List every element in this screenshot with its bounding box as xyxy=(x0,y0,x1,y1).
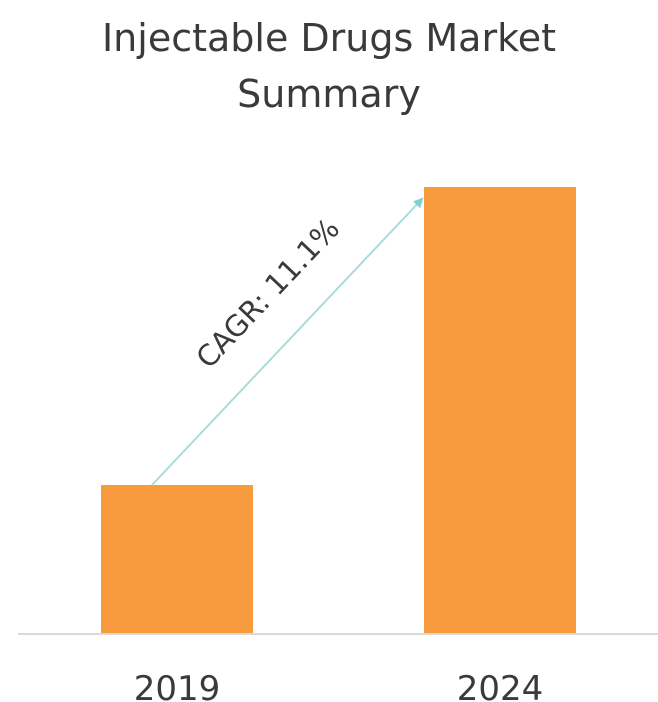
bar-2024 xyxy=(424,187,576,634)
bar-2019 xyxy=(101,485,253,634)
x-tick-label-2019: 2019 xyxy=(134,669,221,702)
x-tick-label-2024: 2024 xyxy=(457,669,544,702)
chart-title-line-1: Injectable Drugs Market xyxy=(101,16,557,60)
x-tick-labels: 2019 2024 xyxy=(134,669,544,702)
chart-title: Injectable Drugs Market Summary xyxy=(0,10,658,122)
chart-title-line-2: Summary xyxy=(237,72,421,116)
cagr-label: CAGR: 11.1% xyxy=(189,211,346,374)
cagr-arrow xyxy=(151,197,424,486)
bars-layer xyxy=(101,187,576,634)
